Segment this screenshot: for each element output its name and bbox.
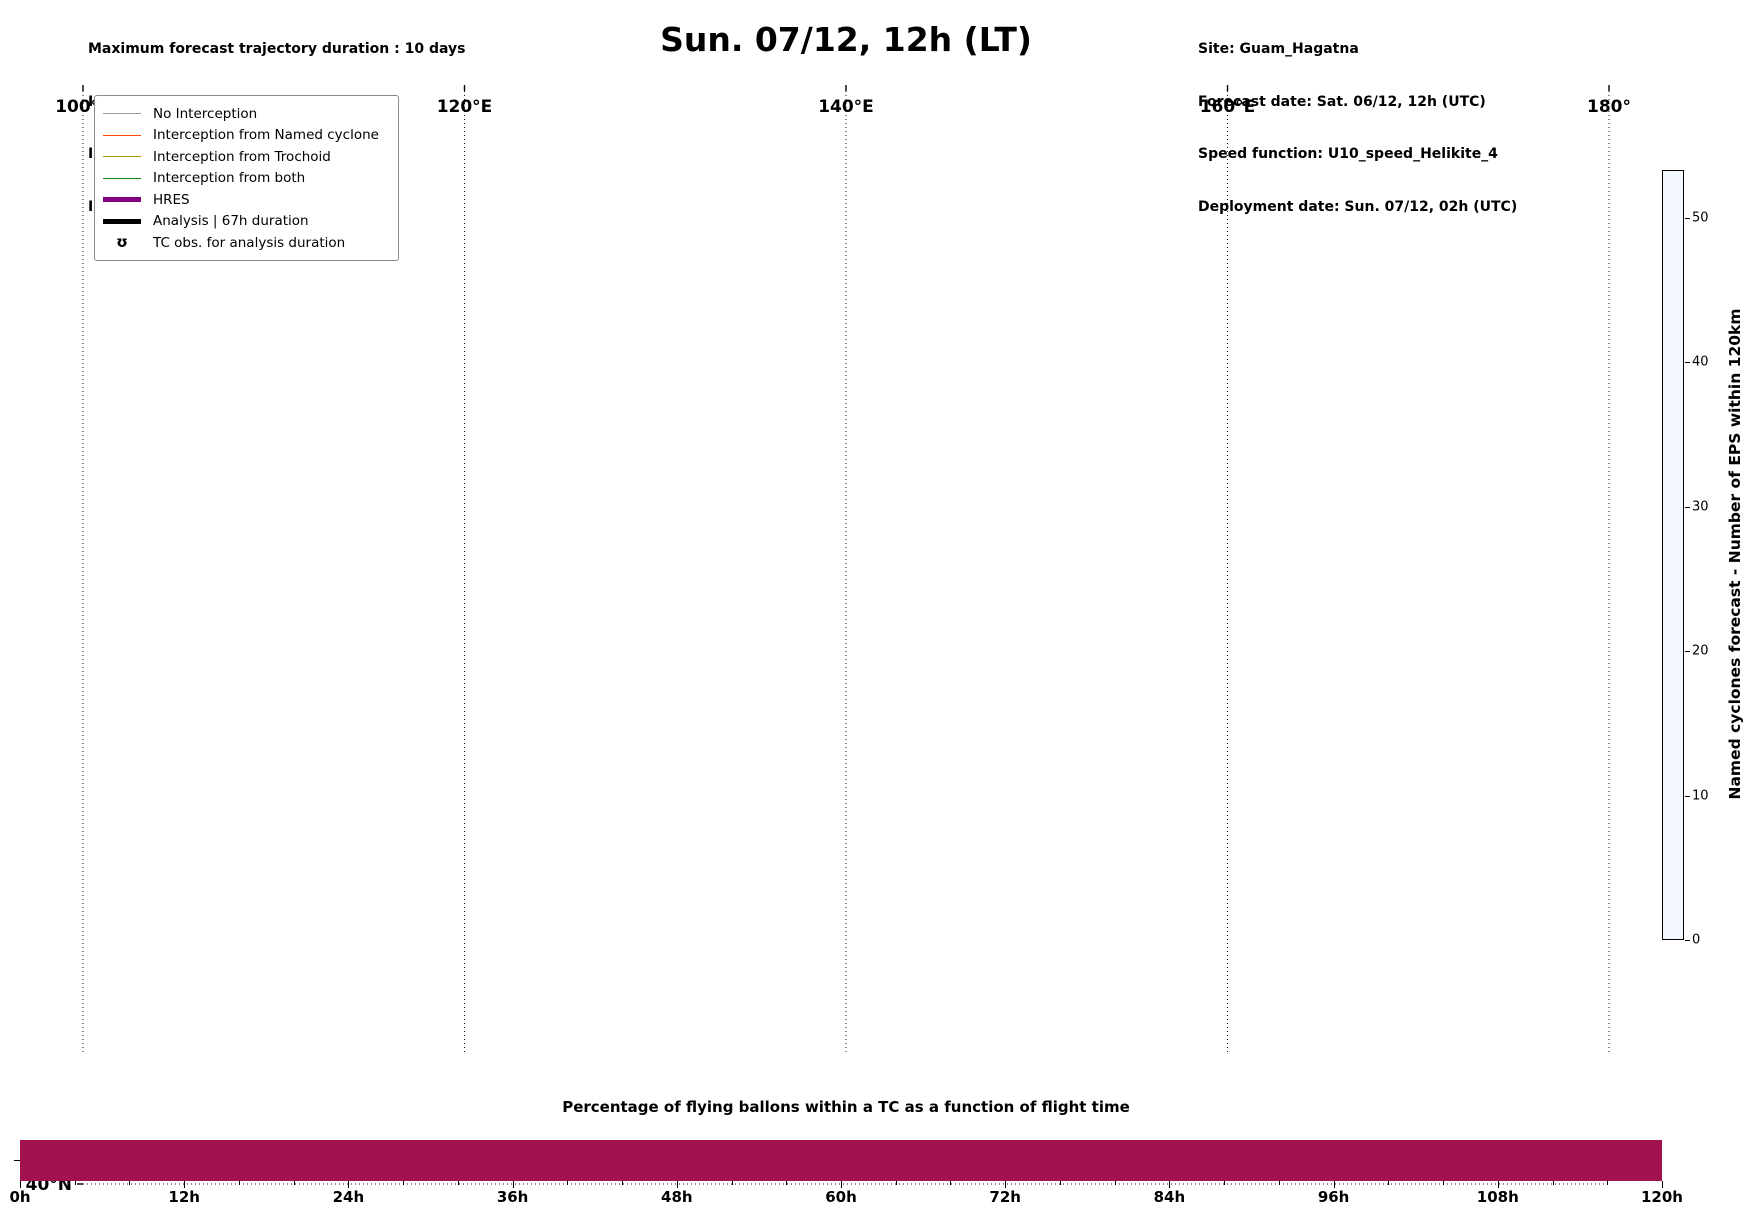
figure-title: Sun. 07/12, 12h (LT) bbox=[660, 20, 1032, 59]
legend-item-4: HRES bbox=[103, 189, 388, 211]
x-tick-label: 160°E bbox=[1200, 97, 1256, 117]
flight-time-tick bbox=[1497, 1181, 1499, 1188]
x-tick-label: 180° bbox=[1587, 97, 1631, 117]
flight-time-tick bbox=[348, 1181, 350, 1188]
flight-time-tick bbox=[1059, 1181, 1061, 1185]
max-duration-text: Maximum forecast trajectory duration : 1… bbox=[88, 41, 466, 57]
flight-time-tick-label: 48h bbox=[661, 1188, 693, 1206]
flight-time-tick bbox=[1607, 1181, 1609, 1185]
flight-time-tick bbox=[567, 1181, 569, 1185]
flight-time-tick bbox=[731, 1181, 733, 1185]
flight-time-tick bbox=[1114, 1181, 1116, 1185]
flight-time-tick-label: 72h bbox=[989, 1188, 1021, 1206]
colorbar-tick-label: 20 bbox=[1692, 643, 1709, 659]
legend-line-sample bbox=[103, 113, 141, 115]
flight-time-tick bbox=[74, 1181, 76, 1185]
legend-item-3: Interception from both bbox=[103, 168, 388, 190]
colorbar-tick bbox=[1685, 362, 1690, 364]
legend-label: TC obs. for analysis duration bbox=[153, 234, 346, 251]
flight-time-tick bbox=[1005, 1181, 1007, 1188]
flight-time-tick bbox=[184, 1181, 186, 1188]
flight-time-tick-label: 12h bbox=[168, 1188, 200, 1206]
deployment-date-text: Deployment date: Sun. 07/12, 02h (UTC) bbox=[1198, 198, 1518, 215]
flight-time-tick-label: 24h bbox=[332, 1188, 365, 1206]
flight-time-tick-label: 60h bbox=[825, 1188, 857, 1206]
flight-time-tick bbox=[293, 1181, 295, 1185]
colorbar-tick-label: 10 bbox=[1692, 788, 1709, 804]
flight-time-tick bbox=[1388, 1181, 1390, 1185]
tc-obs-marker-icon: ʊ bbox=[116, 233, 128, 252]
legend-item-2: Interception from Trochoid bbox=[103, 146, 388, 168]
legend-label: HRES bbox=[153, 191, 190, 208]
flight-time-tick bbox=[841, 1181, 842, 1188]
legend-item-1: Interception from Named cyclone bbox=[103, 125, 388, 147]
legend-line-sample bbox=[103, 134, 141, 136]
flight-time-tick bbox=[1169, 1181, 1171, 1188]
map-legend: No Interception Interception from Named c… bbox=[94, 95, 399, 261]
flight-time-tick bbox=[457, 1181, 459, 1185]
colorbar-tick bbox=[1685, 795, 1690, 797]
colorbar-tick-label: 50 bbox=[1692, 210, 1709, 226]
colorbar-tick bbox=[1685, 651, 1690, 653]
legend-label: Analysis | 67h duration bbox=[153, 213, 309, 230]
flight-time-tick bbox=[20, 1181, 21, 1188]
flight-time-tick bbox=[786, 1181, 788, 1185]
flight-time-tick bbox=[129, 1181, 131, 1185]
colorbar-tick bbox=[1685, 217, 1690, 219]
legend-label: Interception from both bbox=[153, 170, 306, 187]
flight-time-tick-label: 108h bbox=[1476, 1188, 1519, 1206]
flight-time-tick-label: 120h bbox=[1641, 1188, 1683, 1206]
flight-time-tick-label: 36h bbox=[496, 1188, 529, 1206]
speed-function-text: Speed function: U10_speed_Helikite_4 bbox=[1198, 146, 1498, 162]
flight-time-tick bbox=[895, 1181, 897, 1185]
legend-label: No Interception bbox=[153, 105, 258, 122]
colorbar-label: Named cyclones forecast - Number of EPS … bbox=[1726, 308, 1744, 800]
colorbar bbox=[1662, 170, 1684, 940]
flight-time-tick bbox=[1333, 1181, 1335, 1188]
site-text: Site: Guam_Hagatna bbox=[1198, 41, 1359, 57]
x-tick-label: 140°E bbox=[818, 97, 874, 117]
legend-line-sample bbox=[103, 218, 141, 224]
legend-item-0: No Interception bbox=[103, 103, 388, 125]
flight-time-tick bbox=[1224, 1181, 1226, 1185]
legend-item-6: ʊ TC obs. for analysis duration bbox=[103, 232, 388, 254]
legend-line-sample bbox=[103, 177, 141, 179]
flight-time-bar bbox=[20, 1140, 1662, 1181]
legend-line-sample bbox=[103, 197, 141, 203]
legend-line-sample bbox=[103, 156, 141, 158]
flight-time-y-tick bbox=[14, 1160, 20, 1161]
colorbar-tick-label: 40 bbox=[1692, 354, 1709, 370]
colorbar-tick bbox=[1685, 506, 1690, 508]
x-tick-label: 120°E bbox=[437, 97, 493, 117]
colorbar-tick-label: 30 bbox=[1692, 499, 1709, 515]
flight-time-tick bbox=[676, 1181, 678, 1188]
flight-time-tick bbox=[512, 1181, 514, 1188]
colorbar-tick bbox=[1685, 940, 1690, 941]
legend-label: Interception from Trochoid bbox=[153, 148, 331, 165]
flight-time-chart-title: Percentage of flying ballons within a TC… bbox=[562, 1098, 1130, 1116]
flight-time-tick bbox=[1662, 1181, 1663, 1188]
flight-time-tick-label: 96h bbox=[1317, 1188, 1350, 1206]
flight-time-tick-label: 0h bbox=[9, 1188, 31, 1206]
flight-time-tick bbox=[1443, 1181, 1445, 1185]
colorbar-tick-label: 0 bbox=[1692, 932, 1701, 948]
forecast-date-text: Forecast date: Sat. 06/12, 12h (UTC) bbox=[1198, 93, 1486, 110]
flight-time-tick bbox=[1552, 1181, 1554, 1185]
flight-time-tick bbox=[622, 1181, 624, 1185]
flight-time-tick bbox=[238, 1181, 240, 1185]
header-right-block: Site: Guam_Hagatna Forecast date: Sat. 0… bbox=[1198, 6, 1517, 251]
map-inner bbox=[49, 1052, 1493, 1213]
legend-item-5: Analysis | 67h duration bbox=[103, 211, 388, 233]
flight-time-tick bbox=[1278, 1181, 1280, 1185]
flight-time-tick-label: 84h bbox=[1153, 1188, 1186, 1206]
flight-time-tick bbox=[950, 1181, 952, 1185]
flight-time-tick bbox=[403, 1181, 405, 1185]
legend-label: Interception from Named cyclone bbox=[153, 127, 379, 144]
